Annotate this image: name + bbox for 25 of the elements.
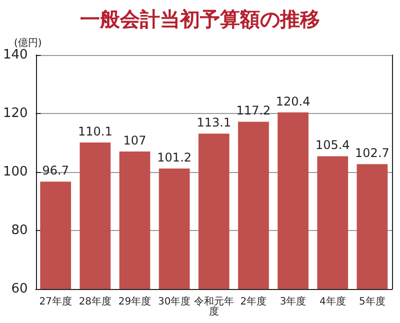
y-tick-label: 120 bbox=[2, 106, 28, 121]
x-tick-label: 4年度 bbox=[319, 296, 346, 308]
x-tick-label: 令和元年度 bbox=[194, 296, 234, 318]
y-tick-label: 100 bbox=[2, 164, 28, 180]
y-axis-title: (億円) bbox=[14, 37, 42, 50]
y-tick-label: 80 bbox=[11, 223, 28, 238]
data-label: 110.1 bbox=[78, 124, 112, 138]
x-tick-label: 30年度 bbox=[158, 296, 191, 308]
data-label: 113.1 bbox=[196, 116, 232, 130]
x-tick-label: 3年度 bbox=[280, 296, 306, 308]
data-label: 117.2 bbox=[236, 104, 271, 118]
x-tick-label: 27年度 bbox=[39, 296, 72, 308]
y-tick-label: 60 bbox=[11, 282, 28, 296]
data-label: 105.4 bbox=[315, 138, 350, 152]
chart-title: 一般会計当初予算額の推移 bbox=[80, 7, 320, 31]
x-tick-label: 2年度 bbox=[240, 296, 267, 308]
x-tick-label: 28年度 bbox=[78, 296, 112, 308]
x-tick-label: 5年度 bbox=[359, 296, 386, 308]
data-label: 102.7 bbox=[355, 146, 390, 160]
x-tick-label: 29年度 bbox=[118, 296, 152, 308]
data-label: 120.4 bbox=[276, 94, 310, 108]
data-label: 96.7 bbox=[42, 164, 69, 178]
data-label: 107 bbox=[123, 134, 146, 148]
data-label: 101.2 bbox=[157, 150, 192, 164]
y-tick-label: 140 bbox=[2, 48, 28, 62]
